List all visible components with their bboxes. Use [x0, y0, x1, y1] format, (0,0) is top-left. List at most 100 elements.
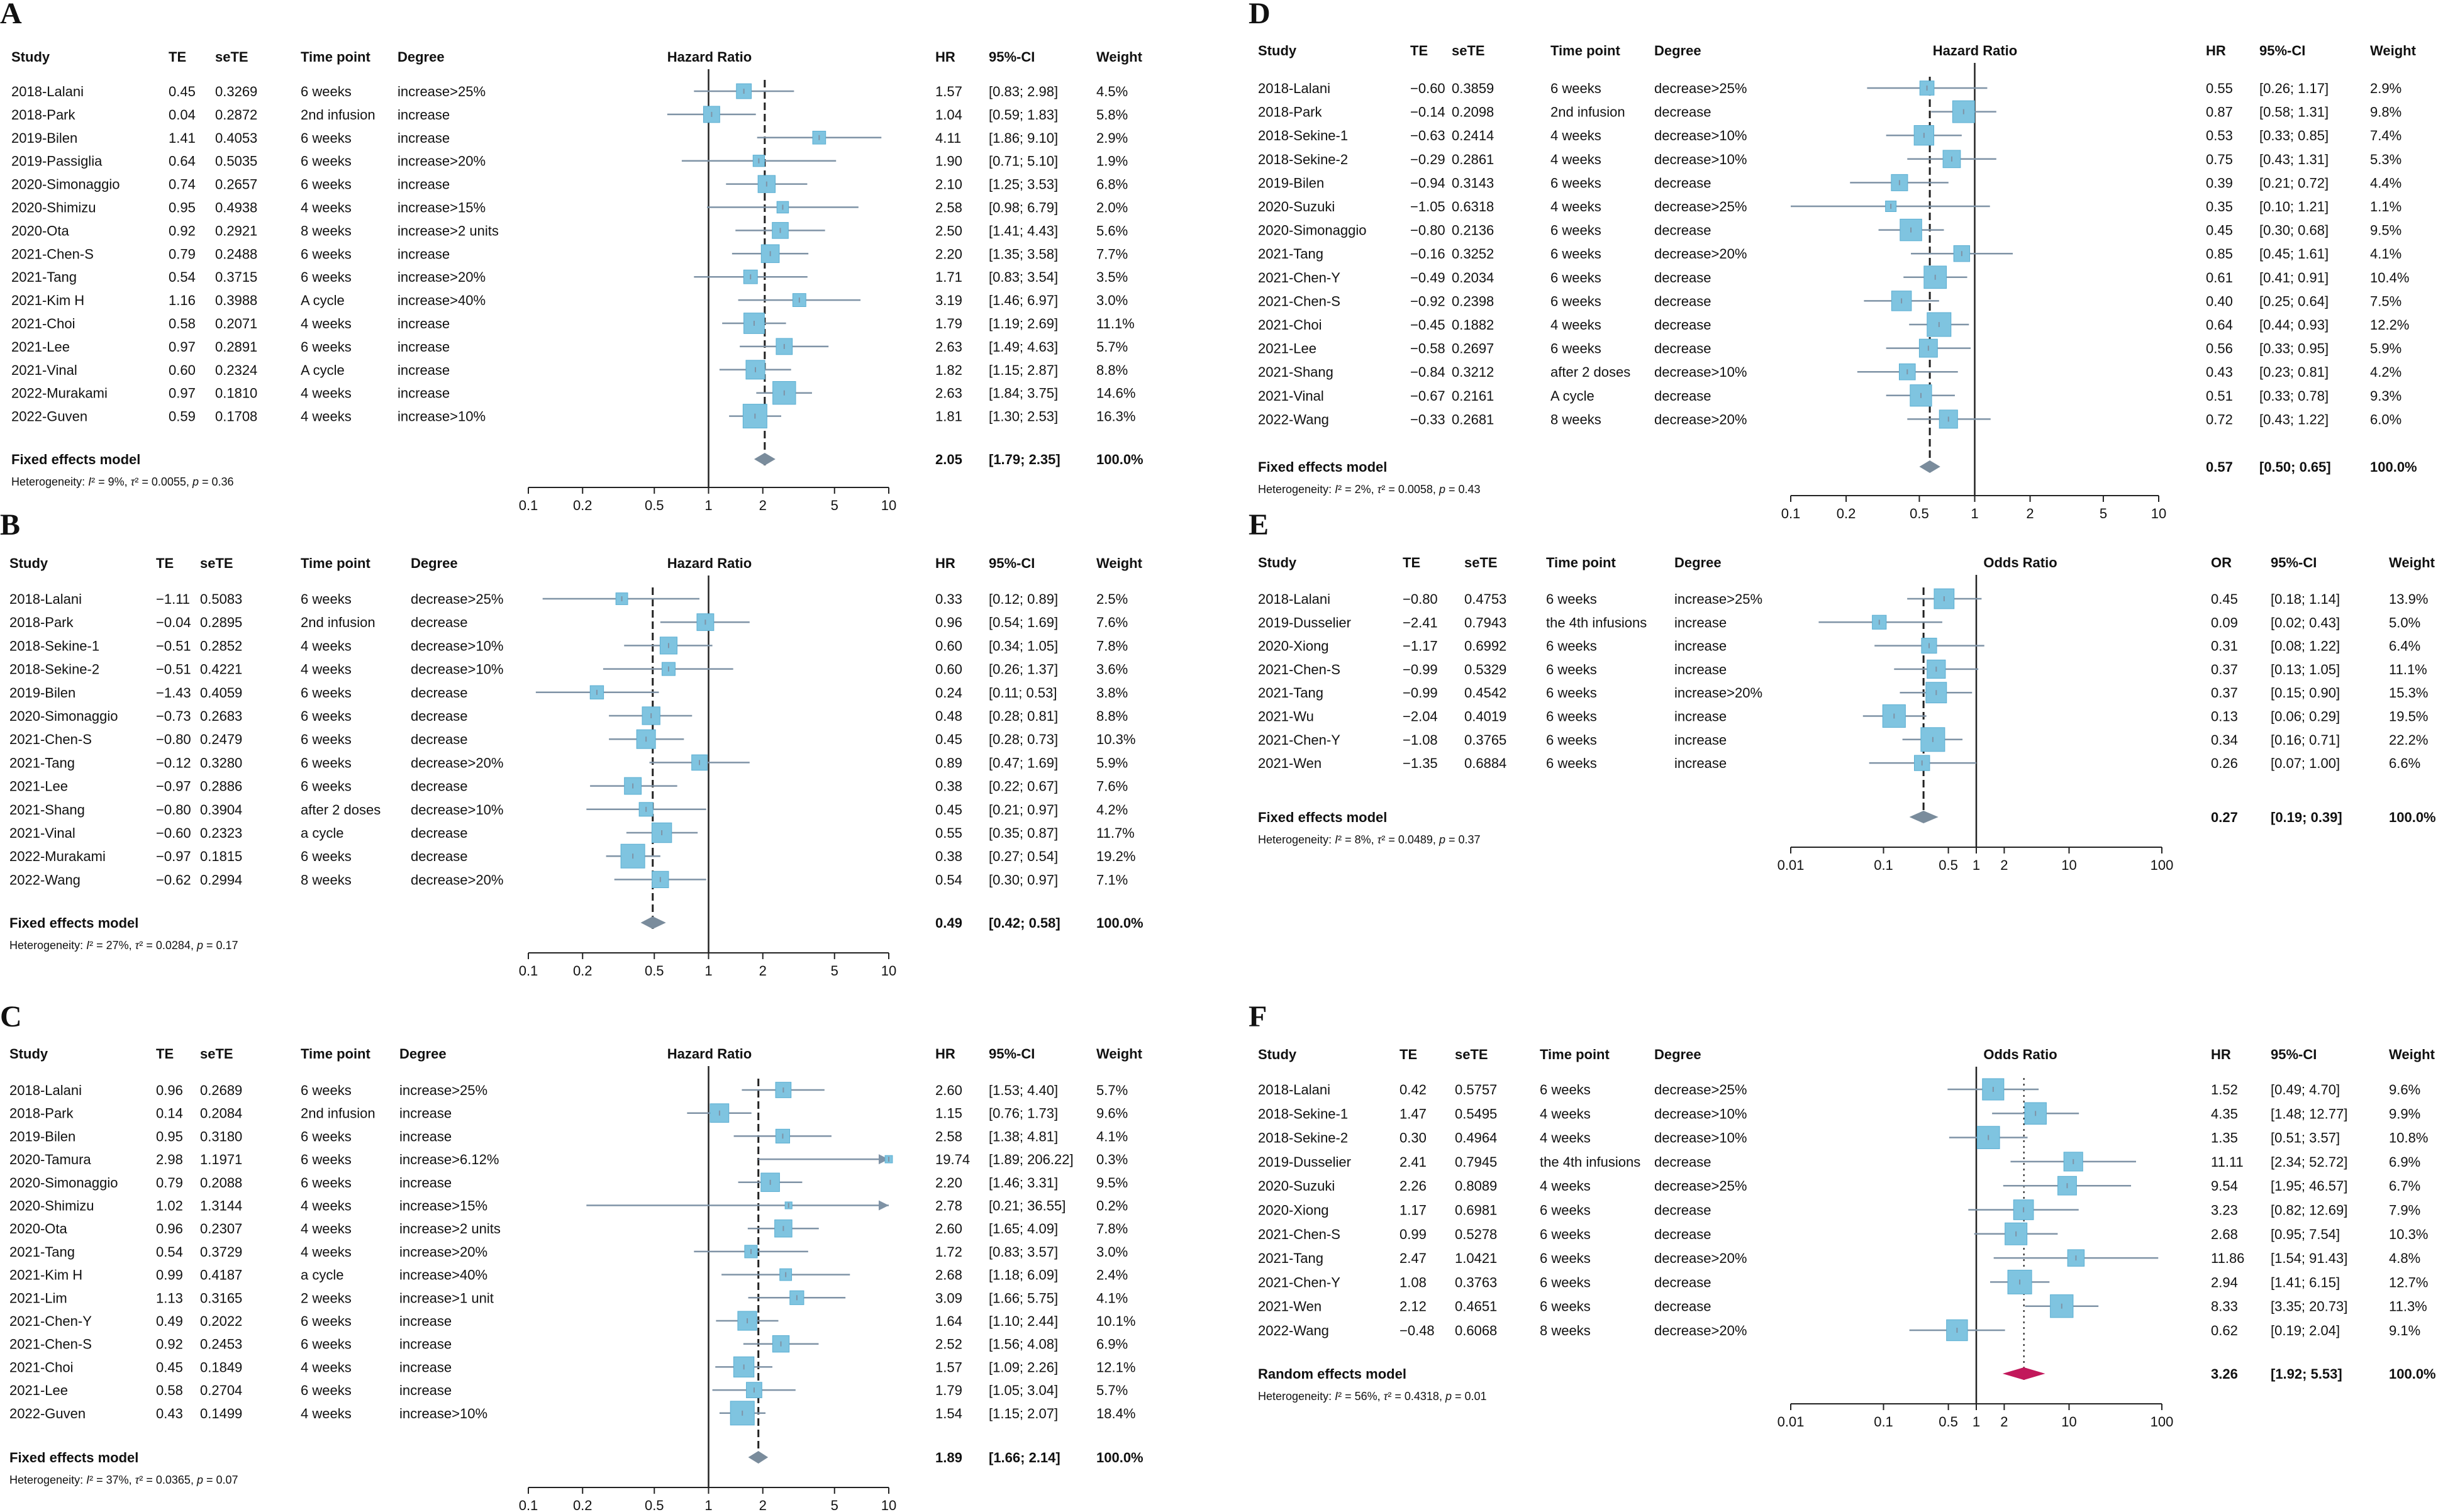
effect-value: 9.54: [2211, 1178, 2238, 1194]
weight-value: 6.7%: [2389, 1178, 2420, 1194]
ci-header: 95%-CI: [2271, 1047, 2317, 1062]
forest-plot-b: Study TE seTE Time point Degree Hazard Ratio H…: [9, 555, 1144, 979]
sete-value: 0.2872: [215, 107, 257, 123]
sete-value: 0.2861: [1452, 152, 1494, 167]
effect-value: 4.35: [2211, 1106, 2238, 1121]
degree: decrease: [1654, 104, 1711, 120]
effect-value: 2.58: [935, 1128, 962, 1144]
ci-value: [0.15; 0.90]: [2271, 685, 2340, 701]
x-axis-tick-label: 0.2: [1837, 506, 1856, 521]
study-name: 2021-Lee: [9, 779, 68, 794]
study-name: 2021-Tang: [1258, 246, 1323, 262]
degree: decrease>20%: [411, 872, 503, 887]
effect-value: 0.26: [2211, 755, 2238, 771]
te-value: 1.16: [169, 292, 196, 308]
degree: decrease: [411, 825, 468, 841]
measure-header: Hazard Ratio: [667, 1046, 752, 1062]
effect-value: 0.43: [2206, 364, 2233, 380]
te-value: −0.62: [156, 872, 191, 887]
ci-value: [1.18; 6.09]: [989, 1267, 1058, 1283]
time-point: 8 weeks: [301, 872, 352, 887]
time-point: 6 weeks: [301, 1152, 352, 1167]
weight-value: 11.1%: [1096, 316, 1135, 331]
weight-value: 16.3%: [1096, 409, 1135, 425]
time-point: 6 weeks: [301, 779, 352, 794]
column-header: Degree: [1654, 43, 1701, 58]
ci-value: [1.35; 3.58]: [989, 246, 1058, 262]
weight-value: 11.7%: [1096, 825, 1135, 841]
weight-value: 9.8%: [2370, 104, 2401, 120]
study-name: 2020-Simonaggio: [9, 1175, 118, 1191]
pooled-diamond: [1919, 460, 1940, 473]
time-point: 6 weeks: [301, 755, 352, 770]
degree: decrease>25%: [1654, 81, 1747, 96]
te-value: 1.08: [1400, 1274, 1427, 1290]
degree: decrease: [411, 731, 468, 747]
effect-value: 3.19: [935, 292, 962, 308]
study-name: 2021-Lee: [9, 1382, 68, 1398]
effect-header: HR: [2211, 1047, 2231, 1062]
study-name: 2021-Vinal: [11, 362, 77, 378]
weight-value: 11.1%: [2389, 662, 2427, 677]
pooled-ci-value: [1.79; 2.35]: [989, 452, 1060, 467]
panel-letter: E: [1249, 508, 1269, 542]
sete-value: 0.1849: [200, 1359, 242, 1375]
ci-value: [3.35; 20.73]: [2271, 1299, 2347, 1315]
column-header: Time point: [1550, 43, 1620, 58]
panel-letter: A: [0, 0, 22, 30]
effect-value: 0.54: [935, 872, 962, 887]
time-point: 4 weeks: [1550, 152, 1601, 167]
weight-value: 7.1%: [1096, 872, 1128, 887]
sete-value: 0.4651: [1455, 1299, 1497, 1315]
weight-value: 3.5%: [1096, 269, 1128, 285]
column-header: TE: [1400, 1047, 1417, 1062]
ci-value: [1.41; 6.15]: [2271, 1274, 2340, 1290]
sete-value: 0.2323: [200, 825, 242, 841]
ci-value: [0.21; 36.55]: [989, 1198, 1066, 1214]
te-value: 0.95: [156, 1128, 183, 1144]
sete-value: 0.6981: [1455, 1203, 1497, 1218]
x-axis-tick-label: 1: [704, 498, 712, 513]
weight-value: 6.9%: [2389, 1154, 2420, 1170]
time-point: A cycle: [1550, 388, 1594, 404]
ci-header: 95%-CI: [989, 555, 1035, 571]
degree: increase: [398, 177, 450, 192]
weight-value: 22.2%: [2389, 732, 2428, 748]
te-value: −0.94: [1410, 175, 1445, 191]
degree: decrease: [1654, 388, 1711, 404]
effect-value: 1.52: [2211, 1082, 2238, 1098]
weight-value: 11.3%: [2389, 1299, 2427, 1315]
effect-header: OR: [2211, 555, 2232, 570]
forest-plot-panel-c: C Study TE seTE Time point Degree Hazard Rati…: [0, 1000, 1214, 1512]
study-name: 2018-Park: [9, 1106, 74, 1121]
ci-value: [0.21; 0.97]: [989, 802, 1058, 818]
ci-arrow: [879, 1200, 889, 1211]
time-point: 6 weeks: [1550, 293, 1601, 309]
sete-value: 0.4053: [215, 130, 257, 146]
degree: decrease: [411, 708, 468, 724]
column-header: Study: [11, 49, 50, 65]
forest-plot-panel-e: E Study TE seTE Time point Degree Odds Ratio O…: [1249, 508, 2443, 1008]
effect-value: 0.96: [935, 614, 962, 630]
degree: increase: [398, 316, 450, 331]
ci-value: [1.84; 3.75]: [989, 386, 1058, 401]
column-header: Time point: [301, 1046, 370, 1062]
te-value: −0.63: [1410, 128, 1445, 143]
column-header: Study: [1258, 555, 1297, 570]
sete-value: 0.7943: [1464, 614, 1506, 630]
weight-value: 9.5%: [2370, 223, 2401, 238]
time-point: 6 weeks: [1546, 732, 1597, 748]
time-point: 6 weeks: [1540, 1203, 1591, 1218]
study-name: 2021-Tang: [11, 269, 77, 285]
ci-value: [0.30; 0.68]: [2259, 223, 2329, 238]
weight-value: 9.9%: [2389, 1106, 2420, 1121]
pooled-effect-value: 1.89: [935, 1450, 962, 1465]
te-value: −0.49: [1410, 270, 1445, 286]
effect-value: 0.60: [935, 638, 962, 653]
weight-value: 6.8%: [1096, 177, 1128, 192]
time-point: 6 weeks: [301, 339, 352, 355]
column-header: Study: [9, 1046, 48, 1062]
study-square: [1923, 265, 1947, 289]
degree: increase: [399, 1337, 452, 1352]
effect-value: 2.68: [2211, 1226, 2238, 1242]
